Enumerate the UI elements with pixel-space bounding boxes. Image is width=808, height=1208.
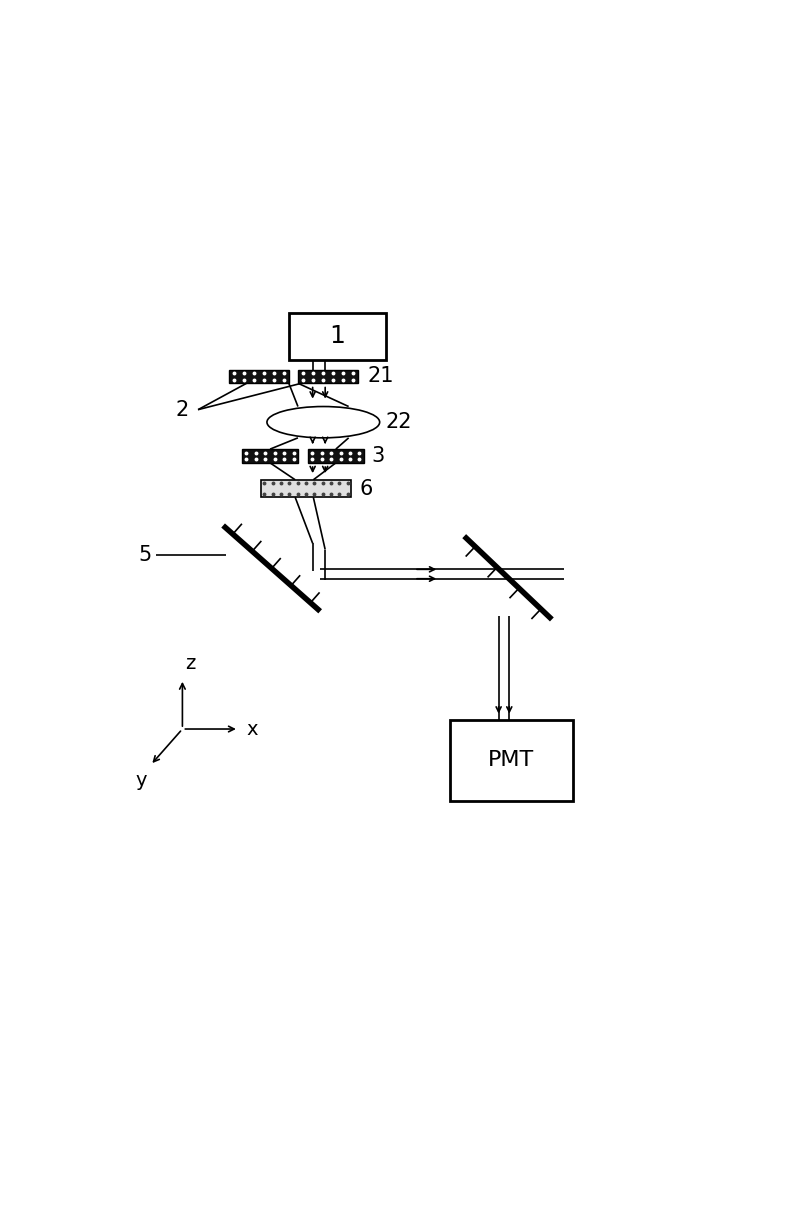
Text: 2: 2 (176, 400, 189, 419)
Bar (261, 480, 351, 498)
Bar (298, 370, 358, 383)
Bar (242, 449, 298, 463)
Ellipse shape (267, 407, 380, 437)
Bar (229, 370, 289, 383)
Text: z: z (185, 654, 195, 673)
Text: y: y (135, 772, 147, 790)
Text: 6: 6 (360, 478, 373, 499)
Bar (450, 720, 573, 801)
Text: 22: 22 (386, 412, 412, 432)
Text: 5: 5 (138, 545, 151, 565)
Text: x: x (246, 720, 258, 738)
Text: 3: 3 (372, 446, 385, 466)
Bar (289, 313, 386, 360)
Bar (308, 449, 364, 463)
Text: PMT: PMT (488, 750, 535, 771)
Text: 21: 21 (367, 366, 393, 387)
Text: 1: 1 (330, 324, 345, 348)
